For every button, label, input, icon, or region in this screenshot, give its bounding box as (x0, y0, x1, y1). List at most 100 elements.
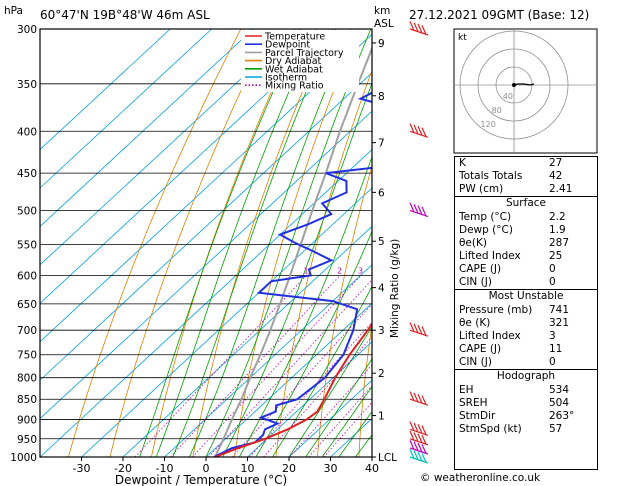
index-row: PW (cm) 2.41 (455, 183, 597, 196)
hodograph-origin (512, 83, 516, 87)
index-value: 741 (549, 303, 570, 316)
wet-adiabat-line (321, 386, 372, 457)
wind-barb-flag (421, 127, 427, 137)
isotherm-line (247, 341, 372, 457)
isotherm-line (40, 29, 337, 304)
wind-barb-flag (417, 424, 423, 434)
wind-barb-flag (413, 392, 419, 403)
index-label: Pressure (mb) (459, 303, 533, 316)
wind-barb-flag (413, 432, 419, 442)
height-tick-label: 5 (378, 236, 385, 248)
pressure-tick-label: 650 (17, 299, 37, 311)
index-value: 287 (549, 236, 570, 249)
isotherm-line (40, 29, 171, 151)
index-label: Totals Totals (459, 170, 523, 183)
isotherm-line (40, 110, 372, 420)
isotherm-lines (40, 29, 372, 457)
wind-barb-flag (413, 124, 419, 135)
pressure-tick-label: 300 (17, 24, 37, 36)
wind-barb (409, 430, 429, 446)
index-row: Pressure (mb) 741 (455, 304, 597, 317)
surface-title: Surface (505, 197, 546, 210)
sounding-profiles (213, 45, 372, 457)
mixing-ratio-lines: 12346810152025 (134, 266, 372, 457)
temperature-tick-label: 0 (203, 462, 210, 475)
index-row: EH 534 (455, 384, 597, 397)
index-row: Totals Totals 42 (455, 170, 597, 183)
legend-entry: Dry Adiabat (265, 56, 322, 67)
index-row: CAPE (J) 11 (455, 343, 597, 356)
index-value: 534 (549, 383, 570, 396)
index-label: θe(K) (459, 236, 487, 249)
wind-barb-flag (421, 206, 427, 217)
wind-barb-flag (421, 453, 427, 463)
wind-barb-flag (409, 449, 415, 459)
wind-barb-flag (409, 21, 415, 31)
wind-barb-flag (417, 393, 423, 404)
wind-barb-flag (421, 326, 427, 336)
wind-barb-shaft (409, 447, 429, 455)
wind-barb-flag (413, 422, 419, 433)
legend-entry: Parcel Trajectory (265, 48, 344, 59)
index-row: Lifted Index 25 (455, 250, 597, 263)
temperature-axis-label: Dewpoint / Temperature (°C) (115, 473, 287, 486)
height-tick-label: 1 (378, 411, 385, 423)
isotherm-line (40, 72, 372, 381)
credit: © weatheronline.co.uk (420, 472, 541, 484)
isotherm-line (40, 29, 254, 227)
mixing-ratio-line (192, 275, 362, 457)
wind-barb-flag (417, 23, 423, 34)
wind-barb-flag (417, 205, 423, 215)
index-row: K 27 (455, 157, 597, 170)
dewpoint-line (213, 91, 372, 457)
index-row: Temp (°C) 2.2 (455, 211, 597, 224)
index-value: 0 (549, 263, 556, 276)
wind-barb-flag (413, 22, 419, 32)
wind-barb-flag (413, 441, 419, 451)
height-tick-label: 2 (378, 368, 385, 380)
index-label: CIN (J) (459, 356, 492, 369)
wind-barb-flag (409, 391, 415, 401)
index-row: CIN (J) 0 (455, 276, 597, 289)
index-label: StmDir (459, 410, 496, 422)
index-label: Lifted Index (459, 330, 521, 343)
legend-entry: Mixing Ratio (265, 81, 324, 92)
temperature-tick-label: -10 (156, 462, 174, 475)
unstable-title: Most Unstable (488, 290, 564, 303)
isotherm-line (205, 302, 372, 457)
hodograph-rows: EH 534 SREH 504 StmDir 263° StmSpd (kt) 57 (455, 384, 597, 436)
wind-barb-flag (421, 25, 427, 35)
pressure-tick-label: 1000 (10, 452, 37, 464)
wind-barb-flag (409, 123, 415, 133)
wet-adiabat-line (338, 411, 372, 457)
wind-barb-flag (413, 450, 419, 460)
mixing-ratio-line (231, 303, 372, 457)
index-value: 1.9 (549, 223, 566, 236)
pressure-tick-label: 400 (17, 126, 37, 138)
wind-barb-flag (413, 204, 419, 214)
index-value: 504 (549, 396, 570, 409)
index-label: Temp (°C) (459, 210, 512, 223)
mixing-ratio-line (323, 401, 372, 457)
indices-panel: K 27 Totals Totals 42 PW (cm) 2.41 Surface Te… (454, 156, 598, 470)
wet-adiabat-line (288, 325, 372, 457)
wind-barb (409, 202, 429, 218)
index-label: PW (cm) (459, 183, 504, 196)
parcel-trajectory-line (214, 45, 372, 457)
pressure-axis-label: hPa (4, 5, 23, 17)
wind-barb-shaft (409, 130, 429, 138)
wind-barb-flag (409, 430, 415, 441)
wind-barb (409, 391, 429, 406)
height-axis-label: km (374, 5, 390, 17)
axes: 3003504004505005506006507007508008509009… (4, 5, 401, 486)
hodograph-trace (513, 83, 535, 86)
height-tick-label: 3 (378, 325, 385, 337)
wind-barb-shaft (409, 428, 429, 436)
hodograph-ring-label: 80 (492, 106, 502, 115)
pressure-tick-label: 750 (17, 350, 37, 362)
wind-barbs (409, 21, 429, 464)
wind-barb-shaft (409, 398, 429, 406)
